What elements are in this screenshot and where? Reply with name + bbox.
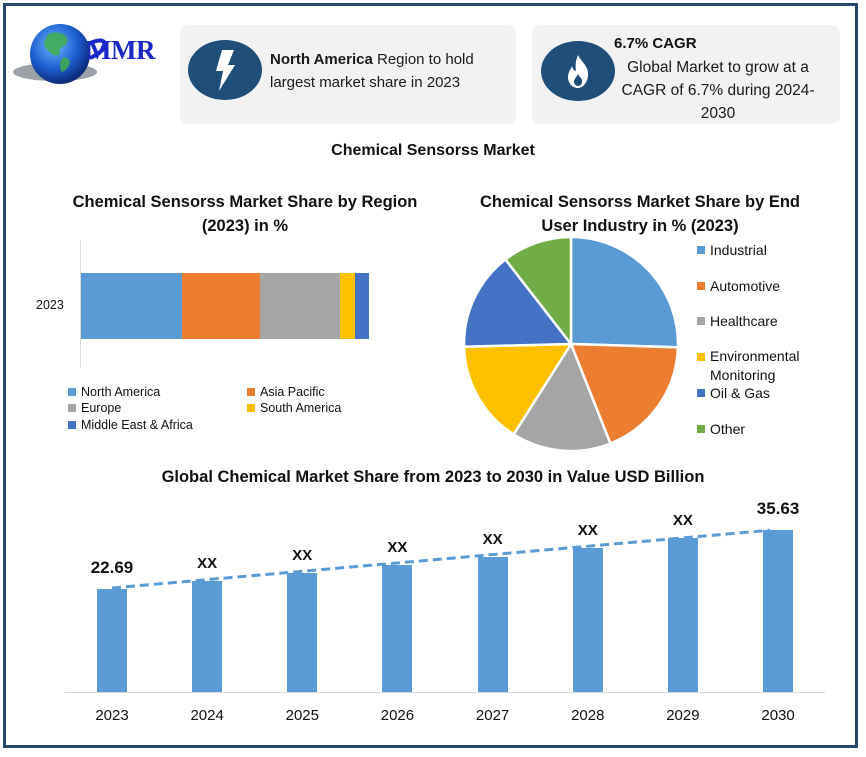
stack-segment [259,273,341,339]
legend-swatch [68,404,76,412]
pie-slice [511,341,613,453]
bar-data-label: XX [197,554,218,572]
legend-item: Oil & Gas [697,383,770,403]
x-axis-label: 2029 [666,707,700,724]
region-chart-axis [80,240,81,368]
bar-data-label: XX [482,531,503,549]
legend-item: Asia Pacific [247,385,325,399]
lightning-bolt-icon [188,40,262,100]
page-frame [3,3,858,748]
region-highlight-card: North America Region to hold largest mar… [180,25,516,124]
region-stacked-bar [81,273,369,339]
legend-item: South America [247,401,341,415]
bar-data-label: 22.69 [90,557,134,577]
bar [287,573,318,692]
legend-swatch [697,246,705,254]
x-axis-label: 2025 [285,707,319,724]
x-axis-label: 2024 [190,707,224,724]
legend-swatch [697,389,705,397]
bar [192,580,223,692]
stack-segment [340,273,355,339]
x-axis-label: 2026 [380,707,415,724]
region-name: North America [270,51,373,68]
pie-slice [503,235,573,348]
bar [97,588,127,692]
x-axis-label: 2028 [571,707,605,724]
legend-label: Healthcare [710,313,778,329]
region-highlight-text: North America Region to hold largest mar… [270,48,510,94]
bar-data-label: XX [577,522,598,540]
legend-swatch [68,388,76,396]
cagr-title: 6.7% CAGR [614,35,697,52]
region-chart-category-label: 2023 [36,298,64,312]
legend-label: Other [710,421,746,437]
legend-label: South America [260,401,342,415]
legend-label: Asia Pacific [260,385,325,399]
stack-segment [354,273,369,339]
market-value-x-axis [65,692,825,693]
x-axis-label: 2023 [95,707,129,724]
legend-item: Other [697,419,745,439]
legend-swatch [247,404,255,412]
globe-icon [13,24,109,84]
legend-label: North America [81,385,161,399]
industry-chart-title: Chemical Sensorss Market Share by End Us… [479,193,801,235]
pie-slice [569,235,680,349]
logo-text: MMR [86,35,155,65]
market-value-chart-title: Global Chemical Market Share from 2023 t… [161,468,705,486]
bar [763,530,794,692]
bar [382,564,413,692]
trendline-dashed [111,528,771,590]
legend-swatch [697,353,705,361]
legend-label: Industrial [710,242,767,258]
bar-data-label: 35.63 [756,499,800,519]
legend-item: Middle East & Africa [68,418,193,432]
legend-swatch [697,317,705,325]
legend-swatch [697,282,705,290]
pie-slice [462,257,574,348]
bar [477,557,508,692]
bar [667,538,698,692]
legend-label: Automotive [710,278,781,294]
stack-segment [81,273,182,339]
legend-item: Healthcare [697,311,778,331]
legend-item: Industrial [697,240,767,260]
bar-data-label: XX [292,547,313,565]
cagr-description: Global Market to grow at a CAGR of 6.7% … [621,59,815,122]
flame-icon [541,41,615,101]
mmr-logo [10,22,170,92]
cagr-highlight-card: 6.7% CAGR Global Market to grow at a CAG… [532,25,840,124]
legend-item: North America [68,385,160,399]
legend-label: Europe [81,401,122,415]
region-chart-title: Chemical Sensorss Market Share by Region… [72,193,418,235]
region-description: Region to hold largest market share in 2… [270,51,474,91]
legend-item: Europe [68,401,121,415]
legend-item: Environmental Monitoring [697,347,830,385]
pie-slice [462,342,574,437]
bar-data-label: XX [387,538,408,556]
x-axis-label: 2030 [761,707,795,724]
legend-swatch [247,388,255,396]
legend-label: Middle East & Africa [81,418,193,432]
legend-swatch [68,421,76,429]
pie-slice [569,342,680,446]
x-axis-label: 2027 [475,707,510,724]
bar [572,548,603,692]
legend-swatch [697,425,705,433]
page-title: Chemical Sensorss Market [331,142,535,159]
legend-item: Automotive [697,276,780,296]
legend-label: Environmental Monitoring [710,348,800,383]
bar-data-label: XX [672,512,693,530]
legend-label: Oil & Gas [710,385,770,401]
stack-segment [181,273,260,339]
